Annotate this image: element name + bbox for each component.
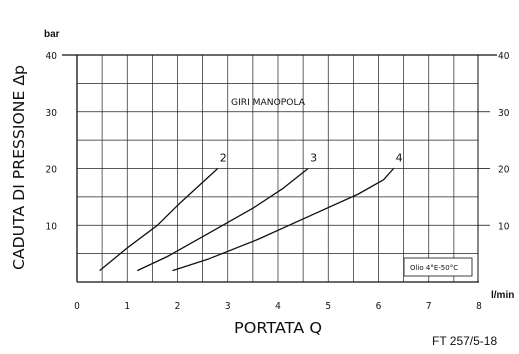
curve-label-2: 2 xyxy=(220,152,227,165)
x-tick-label: 2 xyxy=(175,301,181,312)
y-tick-label: 40 xyxy=(46,51,58,62)
tick-labels: 0 1 2 3 4 5 6 7 8 10 20 30 40 10 20 30 40 xyxy=(46,51,510,312)
grid xyxy=(77,55,478,282)
y-tick-label-right: 40 xyxy=(498,51,510,62)
x-tick-label: 5 xyxy=(325,301,331,312)
curve-label-4: 4 xyxy=(396,152,403,165)
x-tick-label: 0 xyxy=(74,301,80,312)
x-tick-label: 8 xyxy=(476,301,482,312)
curve-giri-3 xyxy=(137,167,309,272)
y-tick-label-right: 20 xyxy=(498,165,510,176)
oil-note: Olio 4°E-50°C xyxy=(410,264,458,272)
curve-label-3: 3 xyxy=(310,152,317,165)
y-tick-label: 10 xyxy=(46,221,58,232)
plot-frame xyxy=(62,54,497,283)
x-tick-label: 3 xyxy=(225,301,231,312)
y-tick-label-right: 30 xyxy=(498,108,510,119)
x-tick-label: 7 xyxy=(426,301,432,312)
x-tick-label: 1 xyxy=(124,301,130,312)
y-unit-label: bar xyxy=(44,29,60,40)
y-tick-label: 20 xyxy=(46,165,58,176)
figure-code: FT 257/5-18 xyxy=(432,334,497,348)
y-tick-label-right: 10 xyxy=(498,221,510,232)
curve-giri-2 xyxy=(99,168,219,272)
curves: 2 3 4 xyxy=(99,152,403,272)
oil-note-box xyxy=(403,257,473,277)
y-tick-label: 30 xyxy=(46,108,58,119)
curve-giri-4 xyxy=(172,168,395,272)
x-axis-title: PORTATA Q xyxy=(234,319,322,337)
annotation-giri-manopola: GIRI MANOPOLA xyxy=(231,98,306,108)
x-unit-label: l/min xyxy=(491,290,514,301)
x-tick-label: 6 xyxy=(376,301,382,312)
y-axis-title: CADUTA DI PRESSIONE Δp xyxy=(10,65,28,270)
x-tick-label: 4 xyxy=(275,301,281,312)
